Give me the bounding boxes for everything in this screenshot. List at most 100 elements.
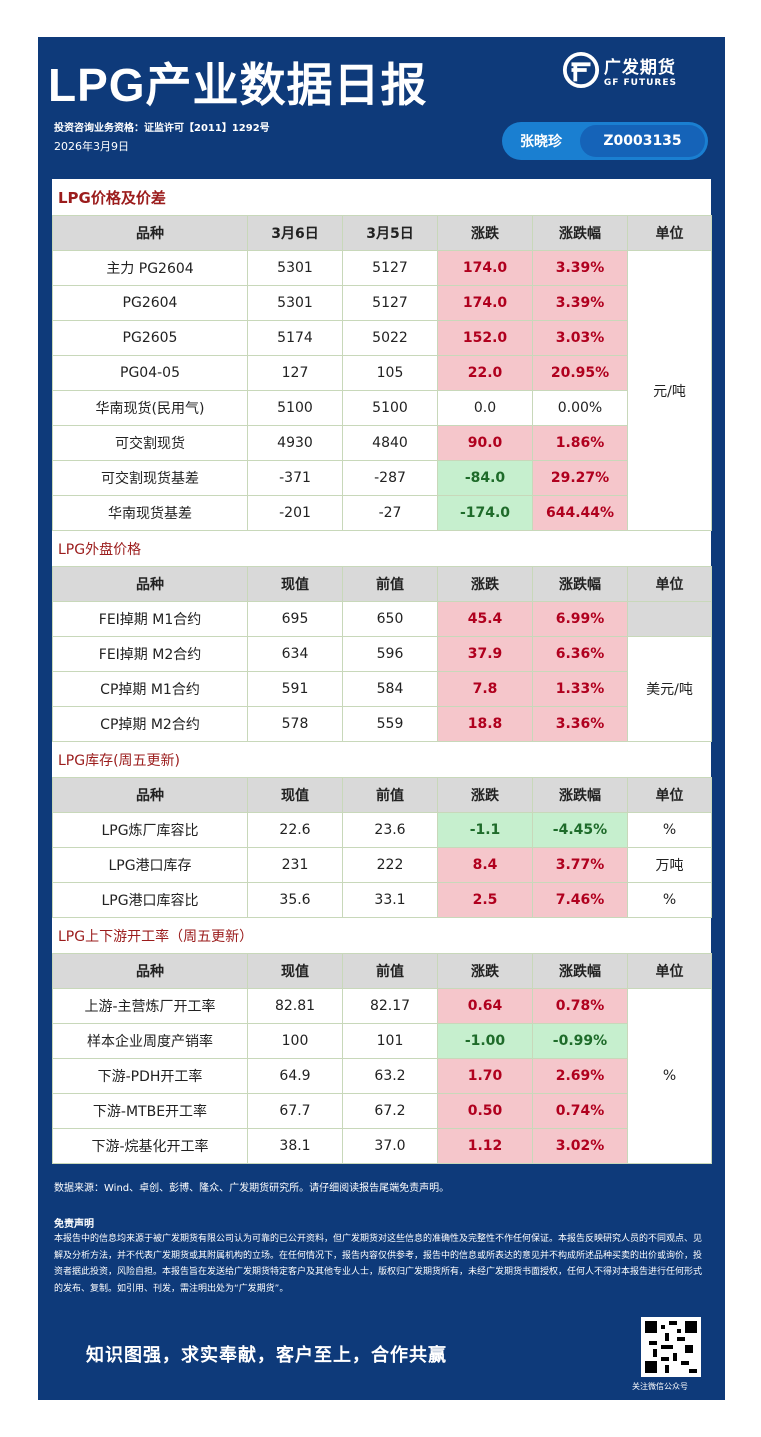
table-row: 样本企业周度产销率 100 101 -1.00 -0.99%: [52, 1023, 712, 1059]
previous-value: 222: [342, 847, 438, 883]
column-header: 单位: [627, 215, 712, 251]
table-row: 华南现货基差 -201 -27 -174.0 644.44%: [52, 495, 712, 531]
previous-value: 584: [342, 671, 438, 707]
current-value: 22.6: [247, 812, 343, 848]
row-name: LPG港口库存: [52, 847, 248, 883]
column-header: 涨跌: [437, 777, 533, 813]
column-header: 品种: [52, 953, 248, 989]
change-value: 174.0: [437, 285, 533, 321]
change-percent: 1.86%: [532, 425, 628, 461]
previous-value: 67.2: [342, 1093, 438, 1129]
previous-value: 82.17: [342, 988, 438, 1024]
unit-cell: 万吨: [627, 847, 712, 883]
row-name: 可交割现货: [52, 425, 248, 461]
current-value: 67.7: [247, 1093, 343, 1129]
change-value: 1.12: [437, 1128, 533, 1164]
previous-value: 101: [342, 1023, 438, 1059]
table-row: CP掉期 M2合约 578 559 18.8 3.36%: [52, 706, 712, 742]
change-value: -84.0: [437, 460, 533, 496]
column-header: 品种: [52, 215, 248, 251]
table-row: PG04-05 127 105 22.0 20.95%: [52, 355, 712, 391]
gf-logo-icon: [562, 51, 599, 89]
row-name: 主力 PG2604: [52, 250, 248, 286]
unit-cell: 美元/吨: [627, 636, 712, 742]
current-value: 591: [247, 671, 343, 707]
change-percent: 1.33%: [532, 671, 628, 707]
previous-value: 5127: [342, 285, 438, 321]
column-header: 3月6日: [247, 215, 343, 251]
unit-cell: 元/吨: [627, 250, 712, 531]
qr-code[interactable]: [641, 1317, 701, 1377]
row-name: PG2605: [52, 320, 248, 356]
change-value: 2.5: [437, 882, 533, 918]
column-header: 单位: [627, 777, 712, 813]
disclaimer-title: 免责声明: [54, 1219, 94, 1230]
change-percent: 3.39%: [532, 250, 628, 286]
operating-table: 品种 现值 前值 涨跌 涨跌幅 单位 上游-主营炼厂开工率 82.81 82.17 0.64 0.…: [52, 953, 712, 1164]
change-value: 0.64: [437, 988, 533, 1024]
table-row: LPG炼厂库容比 22.6 23.6 -1.1 -4.45%%: [52, 812, 712, 848]
previous-value: -287: [342, 460, 438, 496]
previous-value: 5127: [342, 250, 438, 286]
previous-value: 33.1: [342, 882, 438, 918]
row-name: PG2604: [52, 285, 248, 321]
analyst-name: 张晓珍: [520, 134, 562, 150]
table-row: CP掉期 M1合约 591 584 7.8 1.33%: [52, 671, 712, 707]
previous-value: 596: [342, 636, 438, 672]
section-title-external: LPG外盘价格: [58, 541, 142, 558]
current-value: 127: [247, 355, 343, 391]
row-name: 华南现货基差: [52, 495, 248, 531]
change-percent: 7.46%: [532, 882, 628, 918]
change-value: 1.70: [437, 1058, 533, 1094]
column-header: 前值: [342, 953, 438, 989]
current-value: 695: [247, 601, 343, 637]
row-name: FEI掉期 M2合约: [52, 636, 248, 672]
previous-value: 105: [342, 355, 438, 391]
current-value: -201: [247, 495, 343, 531]
company-logo: 广发期货 GF FUTURES: [562, 51, 677, 89]
table-row: 华南现货(民用气) 5100 5100 0.0 0.00%: [52, 390, 712, 426]
section-title-price: LPG价格及价差: [58, 188, 166, 207]
column-header: 品种: [52, 566, 248, 602]
change-value: 37.9: [437, 636, 533, 672]
qualification: 投资咨询业务资格：证监许可【2011】1292号: [54, 123, 270, 134]
change-percent: 6.99%: [532, 601, 628, 637]
row-name: 样本企业周度产销率: [52, 1023, 248, 1059]
report-page: LPG产业数据日报 广发期货 GF FUTURES 投资咨询业务资格：证监许可【…: [38, 37, 725, 1400]
column-header: 现值: [247, 953, 343, 989]
inventory-table: 品种 现值 前值 涨跌 涨跌幅 单位 LPG炼厂库容比 22.6 23.6 -1.1 -4.45%…: [52, 777, 712, 918]
change-percent: 3.77%: [532, 847, 628, 883]
row-name: CP掉期 M1合约: [52, 671, 248, 707]
current-value: 5100: [247, 390, 343, 426]
previous-value: -27: [342, 495, 438, 531]
change-value: 0.50: [437, 1093, 533, 1129]
change-percent: 0.78%: [532, 988, 628, 1024]
slogan: 知识图强，求实奉献，客户至上，合作共赢: [86, 1345, 447, 1366]
current-value: 578: [247, 706, 343, 742]
change-percent: 6.36%: [532, 636, 628, 672]
previous-value: 23.6: [342, 812, 438, 848]
table-row: LPG港口库容比 35.6 33.1 2.5 7.46%%: [52, 882, 712, 918]
qr-code-icon: [645, 1321, 697, 1373]
table-row: PG2605 5174 5022 152.0 3.03%: [52, 320, 712, 356]
row-name: CP掉期 M2合约: [52, 706, 248, 742]
change-value: 152.0: [437, 320, 533, 356]
data-source: 数据来源：Wind、卓创、彭博、隆众、广发期货研究所。请仔细阅读报告尾端免责声明…: [54, 1183, 450, 1194]
table-row: 可交割现货基差 -371 -287 -84.0 29.27%: [52, 460, 712, 496]
price-table: 品种 3月6日 3月5日 涨跌 涨跌幅 单位 主力 PG2604 5301 5127 174.0…: [52, 215, 712, 531]
table-row: 下游-PDH开工率 64.9 63.2 1.70 2.69%: [52, 1058, 712, 1094]
change-value: 22.0: [437, 355, 533, 391]
disclaimer-text: 本报告中的信息均来源于被广发期货有限公司认为可靠的已公开资料，但广发期货对这些信…: [54, 1234, 703, 1294]
table-row: LPG港口库存 231 222 8.4 3.77% 万吨: [52, 847, 712, 883]
logo-cn: 广发期货: [603, 57, 676, 78]
report-date: 2026年3月9日: [54, 140, 129, 153]
section-title-inventory: LPG库存(周五更新): [58, 752, 181, 769]
previous-value: 63.2: [342, 1058, 438, 1094]
change-percent: 29.27%: [532, 460, 628, 496]
unit-cell: %: [627, 812, 712, 848]
column-header: 3月5日: [342, 215, 438, 251]
column-header: 涨跌: [437, 215, 533, 251]
column-header: 单位: [627, 953, 712, 989]
table-row: 下游-MTBE开工率 67.7 67.2 0.50 0.74%: [52, 1093, 712, 1129]
change-percent: -0.99%: [532, 1023, 628, 1059]
